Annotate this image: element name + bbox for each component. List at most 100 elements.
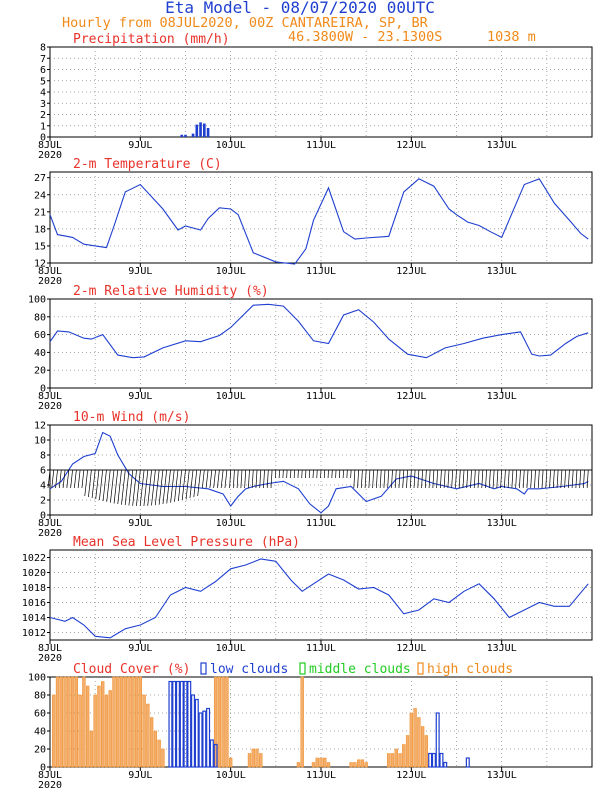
y-tick-label: 0: [40, 511, 46, 522]
high-cloud-bar: [405, 735, 410, 768]
y-tick-label: 7: [40, 54, 46, 65]
high-cloud-bar: [353, 762, 357, 768]
wind-barb: [545, 469, 548, 489]
wind-barb: [143, 469, 149, 506]
wind-barb: [174, 469, 179, 502]
y-tick-label: 2: [40, 496, 46, 507]
high-cloud-bar: [387, 753, 391, 768]
low-cloud-bar: [168, 680, 173, 768]
x-year-label: 2020: [38, 780, 62, 791]
run-info: Hourly from 08JUL2020, 00Z CANTAREIRA, S…: [62, 15, 429, 31]
low-cloud-bar: [187, 680, 192, 768]
wind-barb: [81, 469, 85, 489]
series-line: [49, 178, 589, 265]
wind-barb: [113, 469, 119, 504]
high-cloud-bar: [149, 717, 154, 768]
high-cloud-bar: [55, 676, 60, 768]
high-cloud-bar: [221, 676, 225, 768]
high-cloud-bar: [247, 753, 252, 768]
wind-barb: [451, 469, 454, 489]
wind-barb: [492, 469, 495, 489]
legend-high-clouds-swatch: [417, 662, 424, 675]
wind-barb: [229, 469, 232, 489]
wind-barb: [552, 469, 555, 489]
x-tick-label: 11JUL: [306, 140, 336, 151]
wind-barb: [240, 469, 243, 489]
high-cloud-bar: [101, 681, 105, 768]
x-tick-label: 11JUL: [306, 266, 336, 277]
y-tick-label: 6: [40, 65, 46, 76]
x-tick-label: 11JUL: [306, 391, 336, 402]
wind-barb: [379, 469, 382, 489]
high-cloud-bar: [138, 676, 142, 768]
high-cloud-bar: [311, 762, 316, 768]
high-cloud-bar: [142, 694, 146, 768]
wind-barb: [443, 469, 446, 489]
wind-barb: [575, 469, 578, 489]
wind-barb: [519, 469, 521, 489]
wind-barb: [485, 469, 487, 489]
y-tick-label: 8: [40, 43, 46, 54]
y-tick-label: 6: [40, 466, 46, 477]
high-cloud-bar: [119, 676, 124, 768]
wind-barb: [244, 469, 247, 489]
wind-barb: [515, 469, 518, 489]
wind-barb: [440, 469, 442, 489]
wind-barb: [110, 469, 115, 503]
wind-barb: [162, 469, 168, 505]
y-tick-label: 18: [34, 224, 46, 235]
wind-barb: [556, 469, 559, 489]
legend-middle-clouds: middle clouds: [309, 662, 411, 677]
panel-title: Mean Sea Level Pressure (hPa): [73, 535, 300, 550]
wind-barb: [526, 469, 529, 489]
panel-title: 2-m Relative Humidity (%): [73, 284, 269, 299]
precip-bar: [184, 134, 187, 137]
high-cloud-bar: [323, 757, 327, 768]
x-year-label: 2020: [38, 276, 62, 287]
x-tick-label: 11JUL: [306, 518, 336, 529]
wind-barb: [70, 469, 73, 489]
low-cloud-bar: [213, 743, 218, 768]
wind-barb: [205, 469, 209, 489]
precip-bar: [206, 128, 210, 137]
x-tick-label: 13JUL: [487, 518, 517, 529]
x-tick-label: 12JUL: [396, 140, 426, 151]
wind-barb: [455, 469, 457, 489]
wind-barb: [106, 469, 111, 502]
y-tick-label: 80: [34, 312, 46, 323]
high-cloud-bar: [93, 694, 97, 768]
wind-barb: [251, 469, 254, 489]
wind-barb: [579, 469, 582, 489]
high-cloud-bar: [251, 748, 255, 768]
wind-barb: [372, 469, 375, 489]
panel-title: Cloud Cover (%): [73, 662, 190, 677]
legend-high-clouds: high clouds: [427, 662, 513, 677]
y-tick-label: 1022: [22, 553, 46, 564]
y-tick-label: 1020: [22, 568, 46, 579]
y-tick-label: 24: [34, 190, 46, 201]
x-tick-label: 13JUL: [487, 770, 517, 781]
wind-barb: [99, 469, 104, 501]
x-tick-label: 10JUL: [216, 266, 246, 277]
precip-bar: [180, 134, 184, 137]
panel-title: Precipitation (mm/h): [73, 32, 230, 47]
high-cloud-bar: [123, 676, 127, 768]
wind-barb: [170, 469, 175, 503]
y-tick-label: 40: [34, 727, 46, 738]
high-cloud-bar: [157, 739, 161, 768]
wind-barb: [549, 469, 551, 489]
wind-barb: [357, 469, 359, 489]
low-cloud-bar: [202, 710, 207, 768]
precip-bar: [199, 122, 202, 137]
wind-barb: [417, 469, 420, 489]
x-tick-label: 8JUL: [38, 266, 62, 277]
x-tick-label: 10JUL: [216, 643, 246, 654]
legend-low-clouds-swatch: [200, 662, 207, 675]
wind-barb: [151, 469, 156, 506]
wind-barb: [477, 469, 480, 489]
station-coords: 46.3800W - 23.1300S: [288, 29, 442, 45]
wind-barb: [154, 469, 160, 506]
wind-barb: [394, 469, 397, 489]
y-tick-label: 60: [34, 330, 46, 341]
wind-barb: [77, 469, 81, 489]
